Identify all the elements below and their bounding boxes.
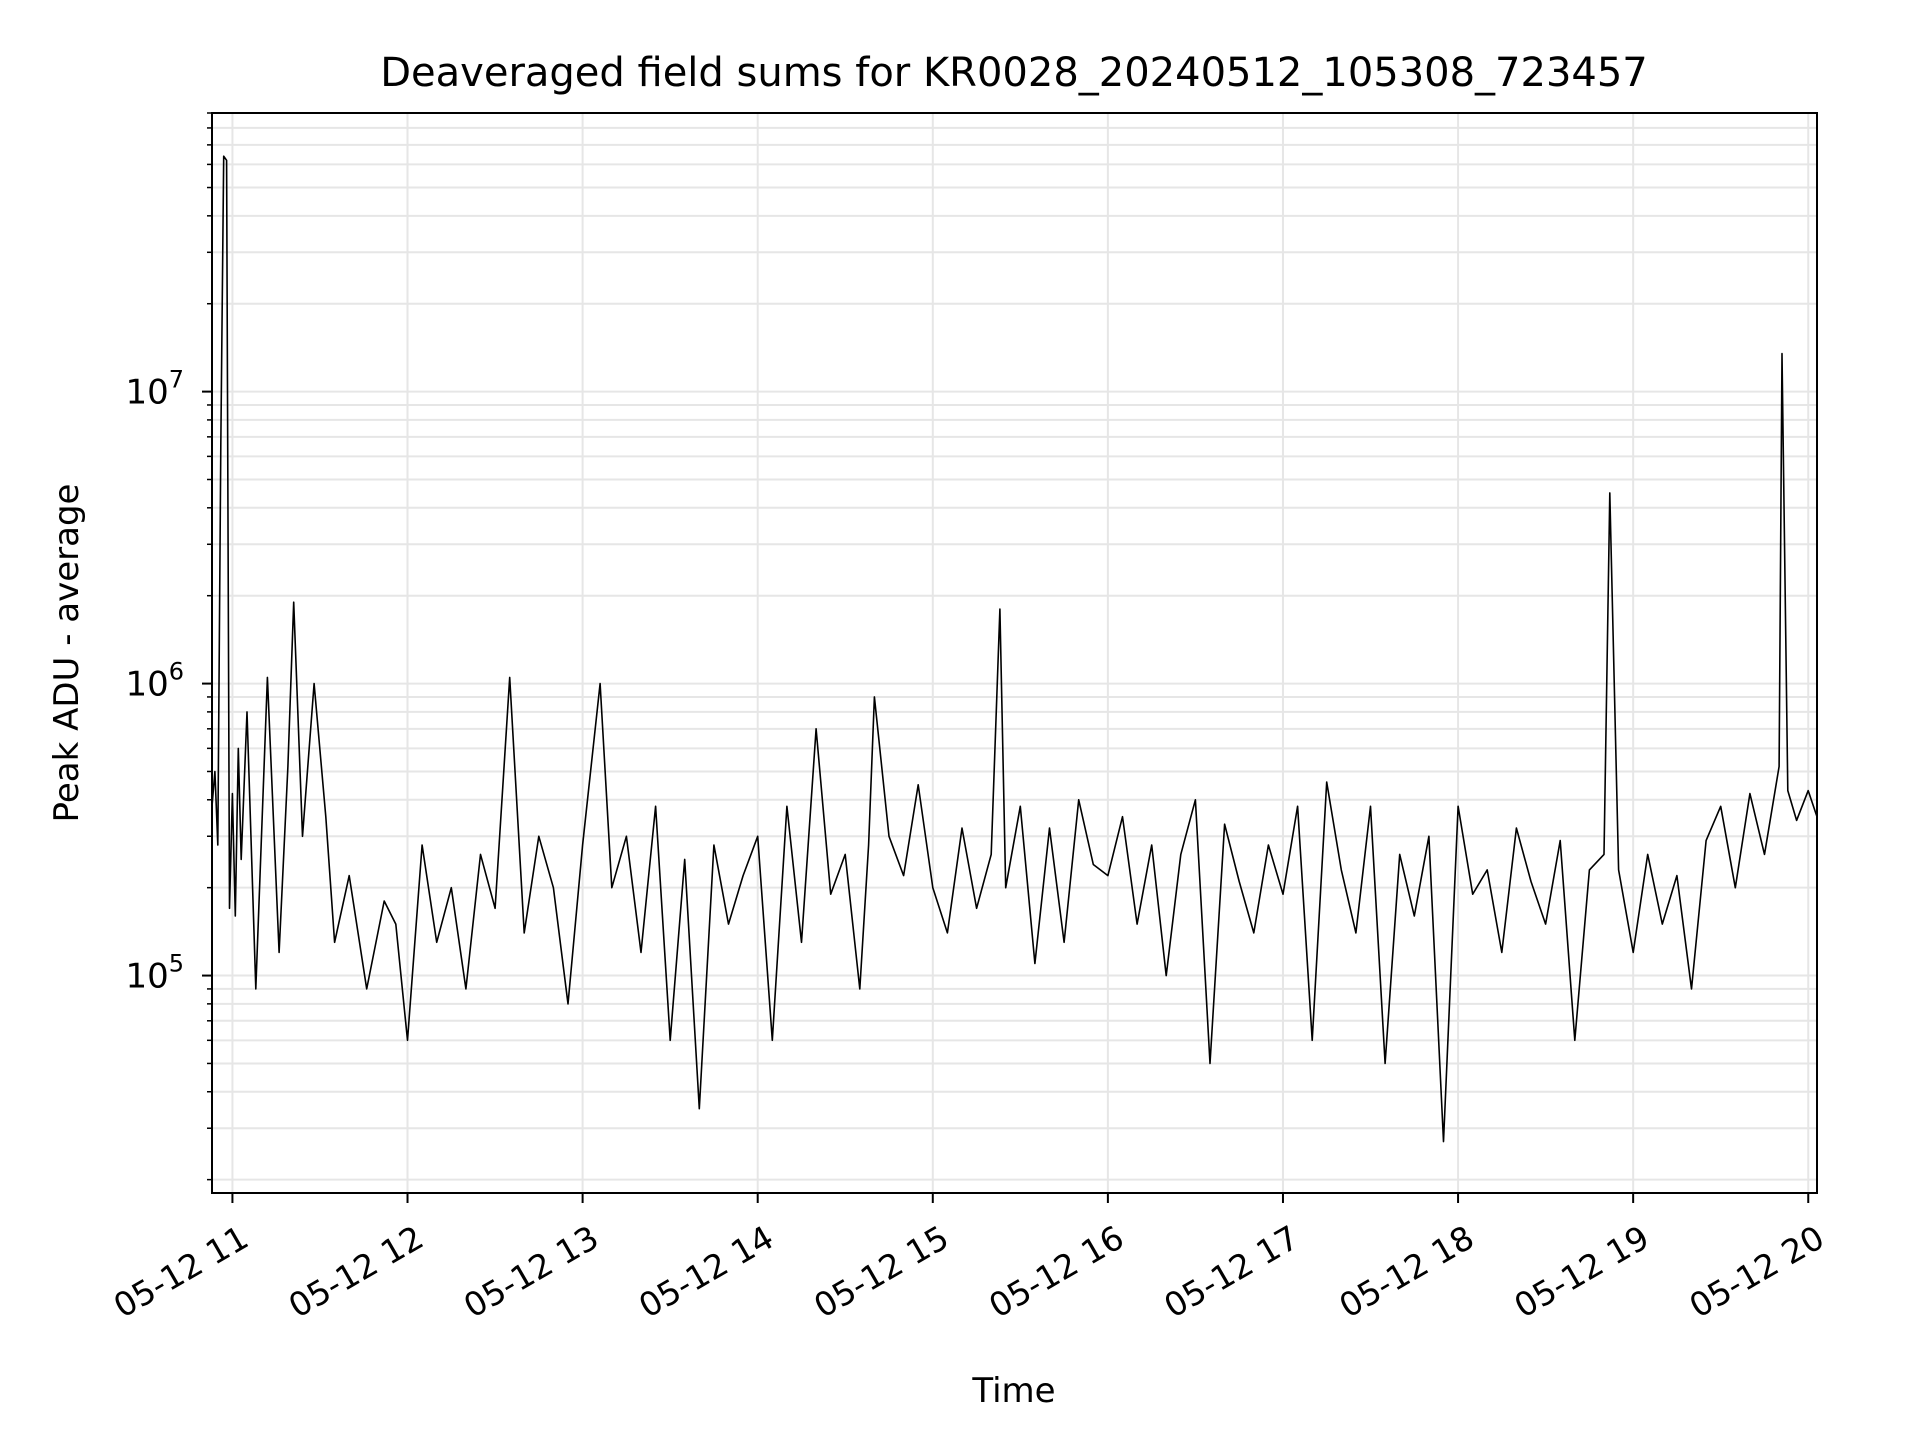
- y-tick-label: 107: [125, 366, 184, 413]
- x-tick-label: 05-12 16: [982, 1218, 1130, 1326]
- x-tick-label: 05-12 14: [632, 1218, 780, 1326]
- x-tick-label: 05-12 13: [457, 1218, 605, 1326]
- y-tick-label: 105: [125, 950, 184, 997]
- y-tick-base: 10: [125, 957, 168, 997]
- x-tick-label: 05-12 15: [807, 1218, 955, 1326]
- y-tick-exponent: 6: [169, 658, 184, 686]
- x-tick-label: 05-12 11: [107, 1218, 255, 1326]
- x-tick-label: 05-12 20: [1683, 1218, 1831, 1326]
- series-layer: [211, 155, 1818, 1143]
- y-tick-label: 106: [125, 658, 184, 705]
- y-axis-label: Peak ADU - average: [47, 484, 87, 823]
- y-tick-exponent: 5: [169, 950, 184, 978]
- x-tick-label: 05-12 18: [1332, 1218, 1480, 1326]
- grid-layer: [212, 112, 1817, 1193]
- plot-frame: [211, 112, 1818, 1194]
- y-tick-exponent: 7: [169, 366, 184, 394]
- y-tick-base: 10: [125, 373, 168, 413]
- x-tick-label: 05-12 19: [1508, 1218, 1656, 1326]
- series-line: [211, 155, 1818, 1143]
- tick-layer: 05-12 11 05-12 12 05-12 13 05-12 14 05-12 15…: [107, 112, 1831, 1326]
- chart-title: Deaveraged field sums for KR0028_2024051…: [380, 50, 1648, 96]
- x-tick-label: 05-12 12: [282, 1218, 430, 1326]
- x-tick-label: 05-12 17: [1157, 1218, 1305, 1326]
- x-axis-label: Time: [971, 1371, 1055, 1411]
- y-tick-base: 10: [125, 665, 168, 705]
